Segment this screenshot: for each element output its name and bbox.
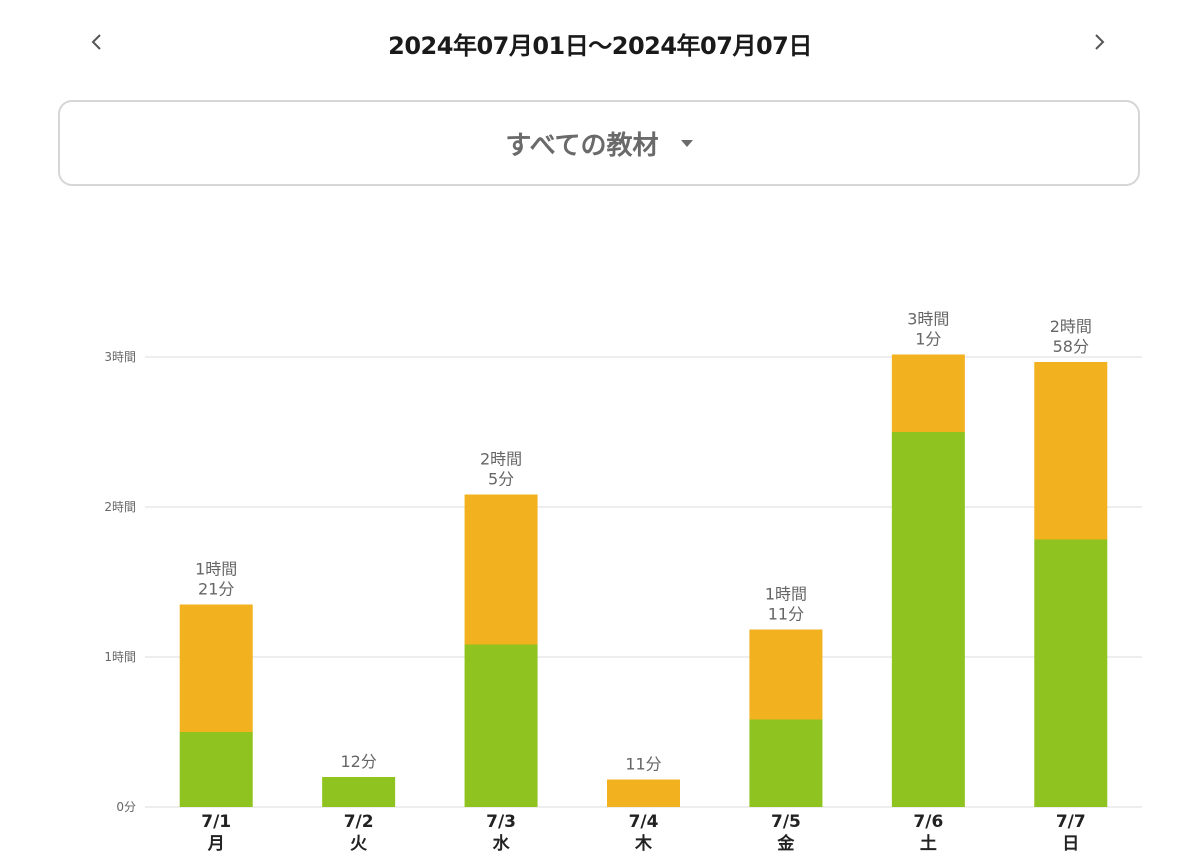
bar-segment-green <box>891 432 965 807</box>
bar-total-label: 5分 <box>488 470 514 489</box>
bar-segment-green <box>749 719 823 807</box>
x-weekday-label: 月 <box>207 834 225 854</box>
bar-segment-green <box>179 732 253 807</box>
material-filter-label: すべての教材 <box>505 130 659 161</box>
y-tick-label: 1時間 <box>104 650 136 664</box>
bar-total-label: 12分 <box>340 752 376 771</box>
y-tick-label: 0分 <box>116 800 136 814</box>
x-date-label: 7/4 <box>629 812 659 832</box>
prev-week-button[interactable] <box>77 22 117 62</box>
x-weekday-label: 火 <box>350 834 368 854</box>
x-date-label: 7/1 <box>201 812 231 832</box>
bar-segment-orange <box>464 494 538 645</box>
bar-total-label: 2時間 <box>480 450 522 469</box>
y-tick-label: 3時間 <box>104 350 136 364</box>
material-filter-dropdown[interactable]: すべての教材 <box>58 100 1140 186</box>
bar-total-label: 58分 <box>1053 337 1089 356</box>
x-date-label: 7/7 <box>1056 812 1086 832</box>
bar-segment-green <box>1034 539 1108 807</box>
bar-total-label: 11分 <box>768 605 804 624</box>
bar-segment-orange <box>749 629 823 720</box>
date-range-title: 2024年07月01日〜2024年07月07日 <box>388 32 812 60</box>
bar-segment-orange <box>179 604 253 732</box>
bar-segment-orange <box>891 354 965 432</box>
next-week-button[interactable] <box>1079 22 1119 62</box>
bar-total-label: 21分 <box>198 580 234 599</box>
x-date-label: 7/5 <box>771 812 801 832</box>
x-weekday-label: 水 <box>493 833 511 854</box>
caret-down-icon <box>680 139 693 147</box>
bar-total-label: 3時間 <box>907 310 949 329</box>
x-weekday-label: 日 <box>1062 834 1079 854</box>
bar-segment-orange <box>607 779 680 807</box>
y-tick-label: 2時間 <box>104 500 136 514</box>
bar-segment-green <box>322 777 396 807</box>
x-weekday-label: 土 <box>920 833 937 854</box>
bar-total-label: 1時間 <box>765 585 807 604</box>
bar-total-label: 1時間 <box>195 560 237 579</box>
bar-total-label: 2時間 <box>1050 317 1092 336</box>
bar-total-label: 11分 <box>625 755 661 774</box>
x-date-label: 7/6 <box>913 812 943 832</box>
bar-segment-orange <box>1034 362 1108 540</box>
chevron-right-icon <box>1095 34 1105 50</box>
chevron-left-icon <box>91 34 101 50</box>
x-date-label: 7/3 <box>486 812 516 832</box>
bar-total-label: 1分 <box>915 330 941 349</box>
bar-segment-green <box>464 644 538 807</box>
x-weekday-label: 木 <box>634 833 653 854</box>
x-date-label: 7/2 <box>344 812 374 832</box>
week-header: 2024年07月01日〜2024年07月07日 <box>0 0 1200 88</box>
x-weekday-label: 金 <box>776 833 795 854</box>
